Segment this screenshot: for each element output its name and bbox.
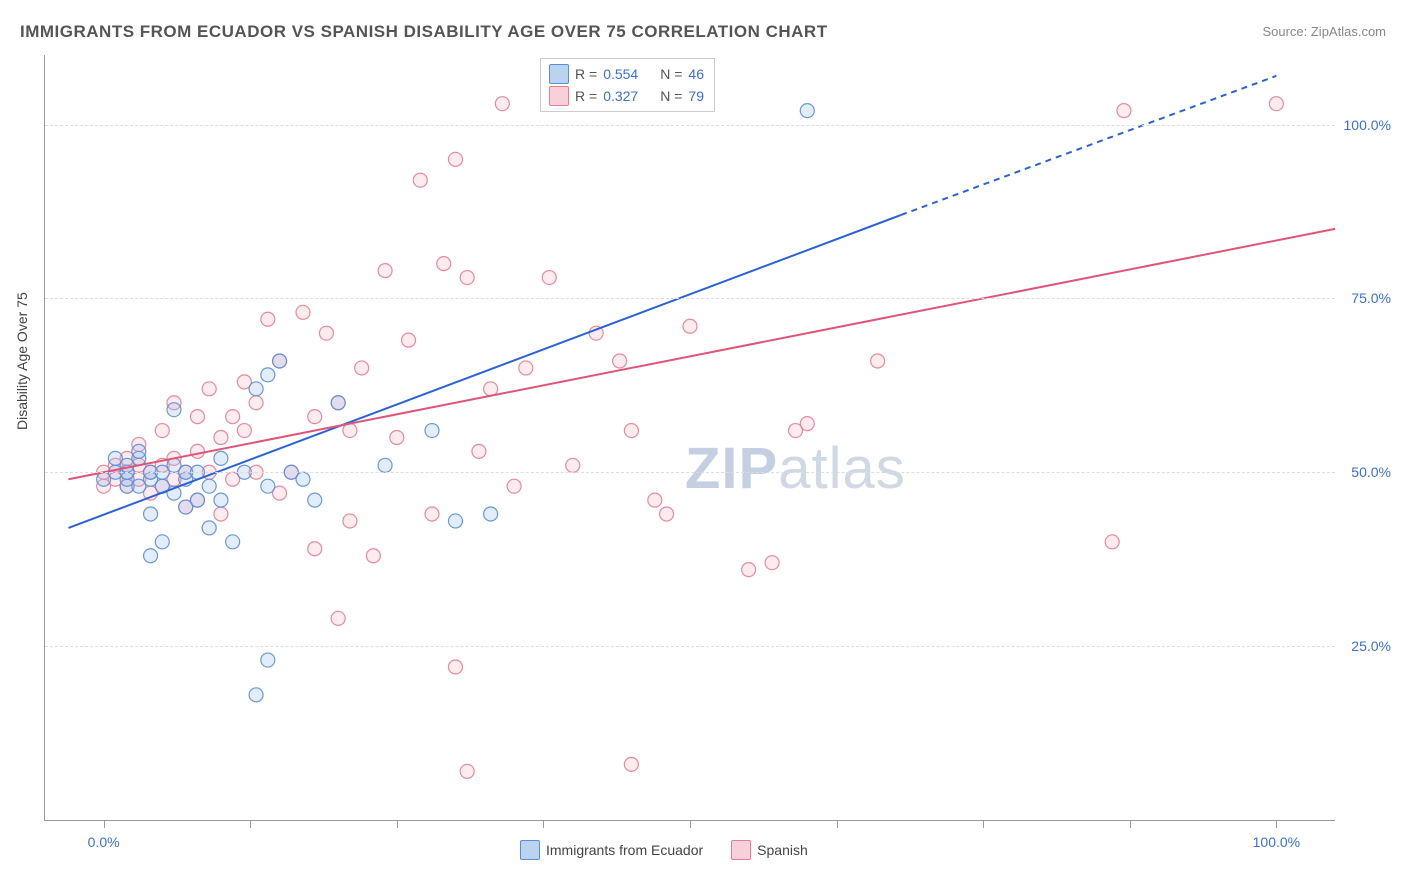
r-value-ecuador: 0.554 (603, 63, 638, 85)
gridline (45, 472, 1335, 473)
x-tick (104, 820, 105, 828)
legend-label-ecuador: Immigrants from Ecuador (546, 842, 703, 858)
legend-row-spanish: R = 0.327 N = 79 (549, 85, 704, 107)
r-label: R = (575, 85, 597, 107)
legend-item-ecuador: Immigrants from Ecuador (520, 840, 703, 860)
n-label: N = (660, 85, 682, 107)
y-axis-label: Disability Age Over 75 (14, 292, 30, 430)
y-tick-label: 50.0% (1351, 464, 1391, 480)
legend-row-ecuador: R = 0.554 N = 46 (549, 63, 704, 85)
y-tick-label: 100.0% (1344, 117, 1391, 133)
source-label: Source: ZipAtlas.com (1262, 24, 1386, 39)
n-value-ecuador: 46 (688, 63, 704, 85)
swatch-ecuador (549, 64, 569, 84)
chart-title: IMMIGRANTS FROM ECUADOR VS SPANISH DISAB… (20, 22, 828, 42)
swatch-spanish-icon (731, 840, 751, 860)
x-tick (690, 820, 691, 828)
plot-area: ZIPatlas 25.0%50.0%75.0%100.0%0.0%100.0% (44, 55, 1335, 821)
n-value-spanish: 79 (688, 85, 704, 107)
r-value-spanish: 0.327 (603, 85, 638, 107)
x-tick (1130, 820, 1131, 828)
x-tick (397, 820, 398, 828)
x-tick-label: 0.0% (88, 834, 120, 850)
x-tick (837, 820, 838, 828)
r-label: R = (575, 63, 597, 85)
swatch-spanish (549, 86, 569, 106)
legend-series: Immigrants from Ecuador Spanish (520, 840, 808, 860)
n-label: N = (660, 63, 682, 85)
scatter-svg (45, 55, 1335, 820)
x-tick (250, 820, 251, 828)
legend-label-spanish: Spanish (757, 842, 808, 858)
gridline (45, 125, 1335, 126)
swatch-ecuador-icon (520, 840, 540, 860)
legend-item-spanish: Spanish (731, 840, 808, 860)
x-tick (543, 820, 544, 828)
x-tick (983, 820, 984, 828)
x-tick (1276, 820, 1277, 828)
y-tick-label: 25.0% (1351, 638, 1391, 654)
chart-container: IMMIGRANTS FROM ECUADOR VS SPANISH DISAB… (0, 0, 1406, 892)
gridline (45, 298, 1335, 299)
y-tick-label: 75.0% (1351, 290, 1391, 306)
legend-correlation: R = 0.554 N = 46 R = 0.327 N = 79 (540, 58, 715, 112)
gridline (45, 646, 1335, 647)
x-tick-label: 100.0% (1253, 834, 1300, 850)
